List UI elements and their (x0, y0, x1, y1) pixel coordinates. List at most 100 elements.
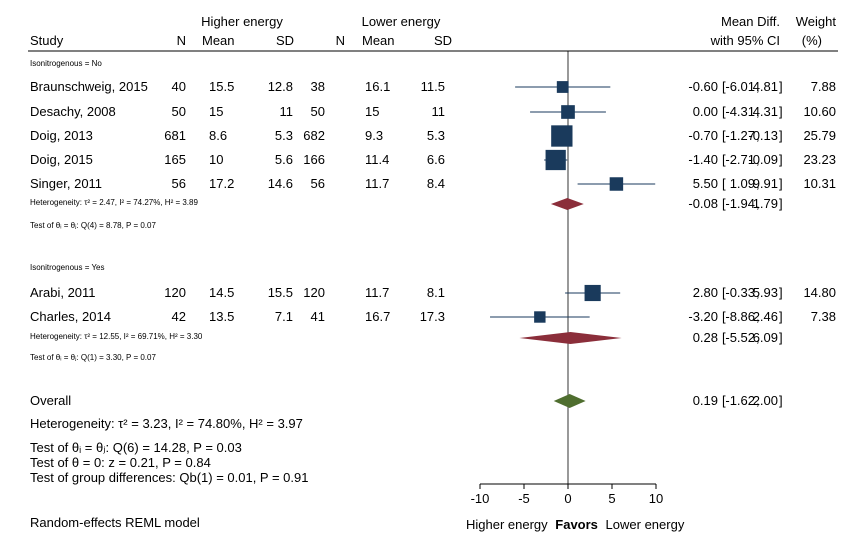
study-0-3-n2: 166 (303, 152, 325, 167)
subgroup-1-pooled-ci-close: ] (779, 330, 783, 345)
study-rows: Braunschweig, 2015 40 15.5 12.8 38 16.1 11.5 7.… (30, 79, 836, 408)
overall-label: Overall (30, 393, 71, 408)
study-0-0-ci-text: -0.60 [-6.01,4.81] (688, 79, 782, 94)
x-tick-label-4: 10 (649, 491, 663, 506)
study-row: Arabi, 2011 120 14.5 15.5 120 11.7 8.1 14.80 (30, 284, 836, 302)
study-0-1-sd1: 11 (280, 104, 294, 119)
study-0-3-weight: 23.23 (803, 152, 836, 167)
svg-text:Higher energy Favors: Higher energy Favors Lower energy (466, 517, 685, 532)
study-0-4-ci-hi: 9.91 (753, 176, 778, 191)
overall-ci-close: ] (779, 393, 783, 408)
study-0-1-md: 0.00 (693, 104, 718, 119)
study-0-4-sd1: 14.6 (268, 176, 293, 191)
study-1-1-name: Charles, 2014 (30, 309, 111, 324)
study-0-3-ci-sep: , (756, 152, 760, 167)
study-1-0-n1: 120 (164, 285, 186, 300)
subgroup-label-yes: Isonitrogenous = Yes (30, 263, 105, 272)
study-0-4-name: Singer, 2011 (30, 176, 102, 191)
footnote: Random-effects REML model (30, 515, 200, 530)
study-1-0-ci-lo: -0.33 (725, 285, 755, 300)
study-0-0-sd1: 12.8 (268, 79, 293, 94)
header-study: Study (30, 33, 64, 48)
study-0-1-ci-open: [ (722, 104, 726, 119)
subgroup-1-pooled-ci-hi: 6.09 (753, 330, 778, 345)
x-axis: -10 -5 0 5 10 (471, 483, 663, 506)
study-0-2-ci-lo: -1.27 (725, 128, 755, 143)
study-0-0-weight: 7.88 (811, 79, 836, 94)
study-0-3-mean2: 11.4 (365, 152, 389, 167)
study-0-2-ci-hi: -0.13 (748, 128, 778, 143)
study-0-4-md: 5.50 (693, 176, 718, 191)
heterogeneity-yes: Heterogeneity: τ² = 12.55, I² = 69.71%, … (30, 332, 203, 341)
study-row: Desachy, 2008 50 15 11 50 15 11 10.60 (30, 104, 836, 119)
study-0-1-name: Desachy, 2008 (30, 104, 116, 119)
study-1-1-sd2: 17.3 (420, 309, 445, 324)
favors-middle: Favors (555, 517, 598, 532)
subgroup-1-pooled-ci-text: 0.28 [-5.52,6.09] (693, 330, 783, 345)
favors-label: Higher energy Favors Lower energy (466, 517, 685, 532)
study-0-3-ci-close: ] (779, 152, 783, 167)
study-0-3-n1: 165 (164, 152, 186, 167)
study-1-1-weight: 7.38 (811, 309, 836, 324)
overall-ci-lo: -1.62 (725, 393, 755, 408)
x-tick-label-2: 0 (564, 491, 571, 506)
favors-right: Lower energy (606, 517, 685, 532)
study-row: Doig, 2015 165 10 5.6 166 11.4 6.6 23.23 (30, 149, 836, 171)
header-effect-line2: with 95% CI (710, 33, 780, 48)
header-n1: N (177, 33, 186, 48)
study-0-3-ci-text: -1.40 [-2.71 ,-0.09] (688, 152, 782, 167)
overall-heterogeneity: Heterogeneity: τ² = 3.23, I² = 74.80%, H… (30, 416, 303, 431)
study-0-4-n2: 56 (311, 176, 325, 191)
study-0-2-name: Doig, 2013 (30, 128, 93, 143)
subgroup-1-pooled-ci-open: [ (722, 330, 726, 345)
study-0-0-ci-hi: 4.81 (753, 79, 778, 94)
study-1-0-mean2: 11.7 (365, 285, 389, 300)
study-0-2-ci-close: ] (779, 128, 783, 143)
study-0-2-md: -0.70 (688, 128, 718, 143)
study-row: Braunschweig, 2015 40 15.5 12.8 38 16.1 11.5 7.… (30, 79, 836, 94)
study-0-0-n1: 40 (172, 79, 186, 94)
study-row: Singer, 2011 56 17.2 14.6 56 11.7 8.4 10.31 (30, 176, 836, 191)
study-1-0-sd2: 8.1 (427, 285, 445, 300)
study-0-1-ci-text: 0.00 [-4.31,4.31] (693, 104, 783, 119)
study-0-2-n1: 681 (164, 128, 186, 143)
study-0-0-md: -0.60 (688, 79, 718, 94)
study-0-2-marker (551, 125, 573, 147)
study-1-1-md: -3.20 (688, 309, 718, 324)
header-n2: N (336, 33, 345, 48)
subgroup-0-pooled-md: -0.08 (688, 196, 718, 211)
study-row: Charles, 2014 42 13.5 7.1 41 16.7 17.3 7.38 (30, 309, 836, 324)
study-0-2-sd1: 5.3 (275, 128, 293, 143)
study-0-4-ci-text: 5.50 [1.09,9.91] (693, 176, 783, 191)
study-1-0-weight: 14.80 (803, 285, 836, 300)
subgroup-1-pooled-md: 0.28 (693, 330, 718, 345)
study-0-4-n1: 56 (172, 176, 186, 191)
study-1-1-ci-close: ] (779, 309, 783, 324)
subgroup-yes-block: Isonitrogenous = Yes Heterogeneity: τ² =… (30, 263, 203, 362)
header: Higher energy Lower energy Mean Diff. We… (28, 14, 838, 52)
x-tick-label-3: 5 (608, 491, 615, 506)
study-0-0-ci-sep: , (756, 79, 760, 94)
study-1-1-ci-open: [ (722, 309, 726, 324)
study-1-0-marker (584, 284, 601, 302)
study-0-4-ci-lo: 1.09 (730, 176, 755, 191)
study-row: Doig, 2013 681 8.6 5.3 682 9.3 5.3 25.79 (30, 125, 836, 147)
subgroup-0-pooled-ci-text: -0.08 [-1.94,1.79] (688, 196, 782, 211)
study-0-4-marker (609, 177, 624, 191)
study-0-1-n2: 50 (311, 104, 325, 119)
study-0-0-ci-open: [ (722, 79, 726, 94)
study-0-0-ci-lo: -6.01 (725, 79, 755, 94)
study-1-1-n2: 41 (311, 309, 325, 324)
study-0-1-ci-sep: , (756, 104, 760, 119)
study-1-1-ci-hi: 2.46 (753, 309, 778, 324)
study-1-1-mean1: 13.5 (209, 309, 234, 324)
study-0-2-n2: 682 (303, 128, 325, 143)
study-1-0-n2: 120 (303, 285, 325, 300)
subgroup-0-pooled-ci-lo: -1.94 (725, 196, 755, 211)
study-0-3-sd2: 6.6 (427, 152, 445, 167)
study-0-0-name: Braunschweig, 2015 (30, 79, 148, 94)
study-0-3-ci-lo: -2.71 (725, 152, 755, 167)
study-1-1-ci-sep: , (756, 309, 760, 324)
study-0-0-n2: 38 (311, 79, 325, 94)
